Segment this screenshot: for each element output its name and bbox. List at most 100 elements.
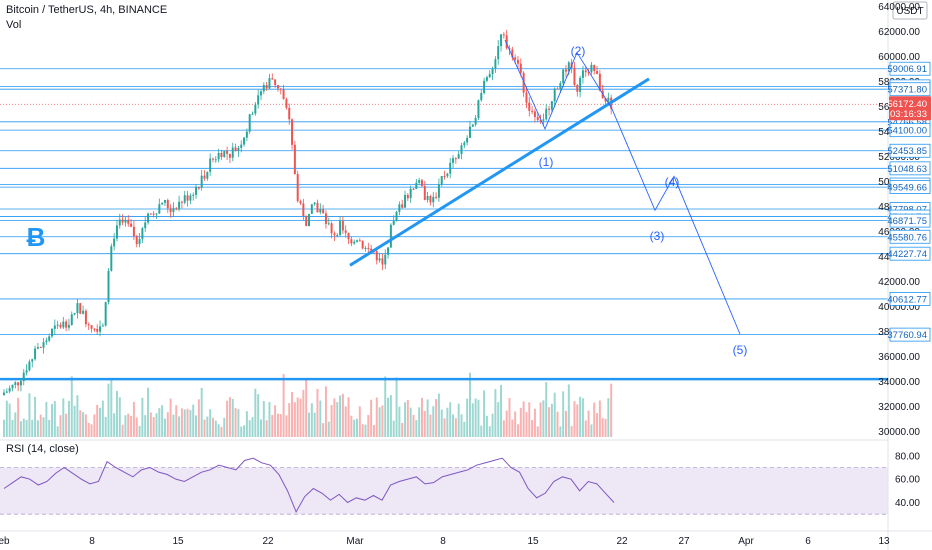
level-tag: 51048.63 (887, 164, 927, 175)
volume-bar (341, 393, 344, 437)
candle (361, 240, 364, 249)
candle (364, 248, 367, 250)
volume-bar (200, 387, 203, 437)
volume-bar (339, 395, 342, 437)
candle (240, 144, 243, 148)
volume-bar (243, 425, 246, 437)
volume-bar (418, 407, 421, 437)
candle (378, 258, 381, 261)
candle (197, 187, 200, 189)
volume-bar (248, 420, 251, 437)
volume-bar (593, 402, 596, 437)
volume-bar (449, 402, 452, 437)
candle (144, 222, 147, 229)
volume-bar (115, 390, 118, 437)
level-tag-box (889, 213, 931, 228)
volume-label: Vol (6, 19, 22, 31)
volume-bar (392, 420, 395, 437)
candle (350, 239, 353, 244)
candle (477, 100, 480, 118)
candle (226, 150, 229, 154)
volume-bar (584, 420, 587, 437)
x-tick-label: 27 (678, 536, 690, 547)
volume-bar (22, 418, 25, 437)
volume-bar (285, 415, 288, 437)
candle (508, 48, 511, 50)
volume-bar (596, 413, 599, 437)
candle (497, 46, 500, 60)
candle (135, 236, 138, 245)
candle (387, 247, 390, 255)
candle (607, 97, 610, 102)
volume-bar (567, 384, 570, 437)
candle (118, 219, 121, 226)
candle (65, 321, 68, 328)
candle (107, 270, 110, 303)
candle (183, 195, 186, 203)
candle (76, 303, 79, 314)
candle (248, 114, 251, 132)
volume-bar (350, 415, 353, 437)
volume-bar (429, 414, 432, 437)
candle (59, 324, 62, 328)
candle (90, 325, 93, 329)
volume-bar (65, 413, 68, 437)
y-tick-label: 30000.00 (878, 427, 920, 438)
volume-bar (502, 420, 505, 437)
volume-bar (536, 426, 539, 437)
candle (468, 126, 471, 138)
candle (282, 89, 285, 100)
volume-bar (42, 417, 45, 437)
volume-bar (19, 421, 22, 437)
volume-bar (121, 424, 124, 437)
candle (243, 137, 246, 145)
candle (291, 119, 294, 145)
volume-bar (316, 388, 319, 437)
volume-bar (358, 406, 361, 437)
candle (62, 321, 65, 328)
volume-bar (101, 400, 104, 437)
level-tag: 44227.74 (887, 249, 927, 260)
candle (440, 176, 443, 185)
level-tag-box (889, 161, 931, 176)
candle (426, 196, 429, 200)
level-tag: 54100.00 (887, 126, 927, 137)
volume-bar (172, 414, 175, 437)
volume-bar (189, 409, 192, 437)
volume-bar (104, 416, 107, 437)
volume-bar (223, 417, 226, 437)
volume-bar (152, 417, 155, 437)
level-tag-box (889, 229, 931, 244)
current-price-tag (889, 96, 931, 121)
x-tick-label: 13 (878, 536, 890, 547)
candle (130, 223, 133, 227)
volume-bar (138, 425, 141, 437)
candle (494, 59, 497, 69)
candle (514, 57, 517, 60)
volume-bar (76, 395, 79, 437)
candle (322, 209, 325, 214)
candle (412, 188, 415, 190)
candle (5, 391, 8, 393)
level-tag-box (889, 82, 931, 97)
candle (389, 224, 392, 248)
volume-bar (497, 402, 500, 437)
volume-bar (5, 400, 8, 437)
candle (293, 144, 296, 175)
volume-bar (192, 404, 195, 437)
volume-bar (288, 403, 291, 437)
volume-bar (463, 421, 466, 437)
candle (180, 201, 183, 203)
candle (579, 77, 582, 92)
candle (604, 97, 607, 102)
x-tick-label: 15 (527, 536, 539, 547)
volume-bar (533, 408, 536, 437)
volume-bar (39, 414, 42, 437)
rsi-label: RSI (14, close) (6, 443, 79, 455)
volume-bar (96, 404, 99, 437)
candle (556, 88, 559, 90)
volume-bar (381, 405, 384, 437)
x-tick-label: 8 (440, 536, 446, 547)
candle (70, 314, 73, 325)
